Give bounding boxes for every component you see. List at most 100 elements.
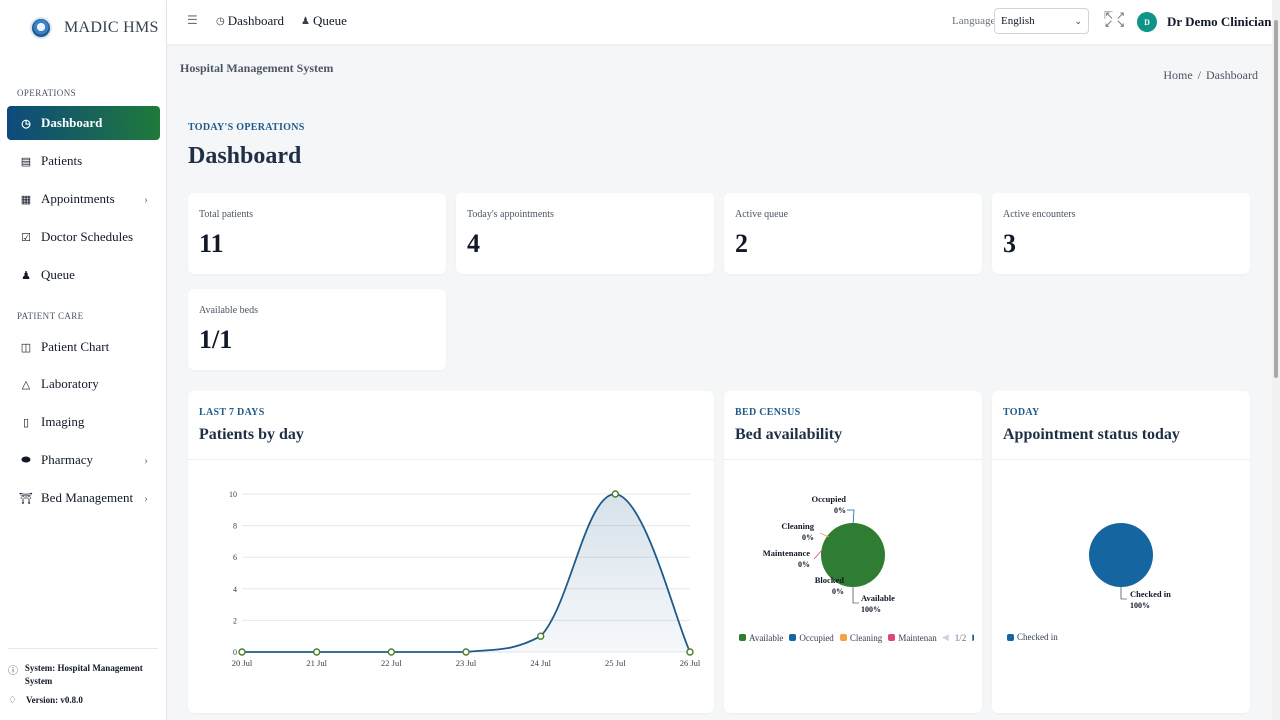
pill-icon: ⬬ <box>21 453 31 466</box>
scrollbar-thumb[interactable] <box>1274 20 1278 378</box>
pie-callout-line <box>852 587 859 604</box>
pie-label: Occupied <box>812 494 847 504</box>
topbar-link-queue[interactable]: ♟ Queue <box>301 13 347 29</box>
flask-icon: △ <box>21 378 31 391</box>
users-icon: ♟ <box>21 269 31 282</box>
sidebar-item-imaging[interactable]: ▯ Imaging <box>7 405 160 439</box>
data-point <box>312 648 321 656</box>
topbar-link-label: Queue <box>312 13 347 28</box>
language-label: Language <box>952 15 996 27</box>
panel-divider <box>724 459 982 460</box>
topbar-link-dashboard[interactable]: ◷ Dashboard <box>216 13 284 29</box>
data-point <box>387 648 396 656</box>
panel-bed-availability: BED CENSUS Bed availability Occupied 0% Cl… <box>724 391 982 713</box>
panel-kicker: TODAY <box>1003 407 1040 418</box>
brand[interactable]: MADIC HMS <box>0 0 166 56</box>
sidebar-item-patient-chart[interactable]: ◫ Patient Chart <box>7 330 160 364</box>
breadcrumb-current: Dashboard <box>1206 68 1258 82</box>
menu-toggle-icon[interactable]: ☰ <box>187 13 198 27</box>
legend-item-cleaning[interactable]: Cleaning <box>839 633 882 643</box>
sidebar-item-label: Bed Management <box>41 490 134 505</box>
section-title: Hospital Management System <box>180 61 334 75</box>
stat-label: Total patients <box>199 209 254 220</box>
sidebar-item-label: Pharmacy <box>41 452 93 467</box>
appointment-legend: Checked in <box>1007 632 1064 642</box>
data-point <box>686 648 694 656</box>
topbar: ☰ ◷ Dashboard ♟ Queue Language English ⌄… <box>167 0 1272 44</box>
file-icon: ▯ <box>22 416 30 429</box>
pie-percent: 0% <box>832 587 844 596</box>
language-select[interactable]: English ⌄ <box>994 8 1089 34</box>
sidebar-footer-version: ♢ Version: v0.8.0 <box>8 695 83 706</box>
pie-slice-checked-in <box>1089 523 1153 587</box>
panel-divider <box>992 459 1250 460</box>
sidebar: MADIC HMS OPERATIONS ◷ Dashboard ▤ Patie… <box>0 0 167 720</box>
stat-label: Available beds <box>199 305 258 316</box>
pie-percent: 100% <box>861 605 881 614</box>
stat-label: Today's appointments <box>467 209 554 220</box>
version-label: Version: v0.8.0 <box>26 695 83 705</box>
sidebar-item-label: Appointments <box>41 191 115 206</box>
panel-appointment-status: TODAY Appointment status today Checked i… <box>992 391 1250 713</box>
sidebar-item-label: Doctor Schedules <box>41 229 134 244</box>
pie-percent: 100% <box>1130 601 1150 610</box>
breadcrumb-home[interactable]: Home <box>1163 68 1193 82</box>
legend-item-checked-in[interactable]: Checked in <box>1007 632 1058 642</box>
sidebar-item-bed-management[interactable]: ⛩ Bed Management › <box>7 481 160 515</box>
sidebar-item-pharmacy[interactable]: ⬬ Pharmacy › <box>7 443 160 477</box>
legend-item-maintenance[interactable]: Maintenan <box>888 633 937 643</box>
legend-prev-icon[interactable]: ◀ <box>941 632 949 642</box>
pie-label: Checked in <box>1130 589 1171 599</box>
avatar[interactable]: D <box>1137 12 1157 32</box>
sidebar-divider <box>8 648 158 649</box>
sidebar-item-queue[interactable]: ♟ Queue <box>7 258 160 292</box>
sidebar-item-label: Imaging <box>41 414 85 429</box>
user-name[interactable]: Dr Demo Clinician <box>1167 14 1272 29</box>
nav-section-patient-care: PATIENT CARE <box>17 311 84 321</box>
page-title: Dashboard <box>188 143 302 169</box>
fullscreen-icon[interactable]: ⇱ ↗ ↙ ↘ <box>1104 10 1126 30</box>
y-tick-label: 4 <box>233 585 237 594</box>
x-tick-label: 24 Jul <box>530 658 551 668</box>
sidebar-item-label: Laboratory <box>41 376 99 391</box>
brand-name: MADIC HMS <box>64 19 159 36</box>
panel-title: Appointment status today <box>1003 426 1180 443</box>
y-tick-label: 8 <box>233 522 237 531</box>
x-tick-label: 23 Jul <box>456 658 477 668</box>
stat-value: 2 <box>735 229 748 258</box>
sidebar-item-doctor-schedules[interactable]: ☑ Doctor Schedules <box>7 220 160 254</box>
x-tick-label: 20 Jul <box>232 658 253 668</box>
gauge-icon: ◷ <box>21 117 31 130</box>
clipboard-icon: ◫ <box>20 341 32 354</box>
legend-next-icon[interactable]: ▶ <box>972 632 974 643</box>
data-point <box>611 490 620 498</box>
sidebar-item-patients[interactable]: ▤ Patients <box>7 144 160 178</box>
stat-card-total-patients: Total patients 11 <box>188 193 446 274</box>
x-tick-label: 21 Jul <box>306 658 327 668</box>
info-icon: ⓘ <box>8 666 18 677</box>
sidebar-item-dashboard[interactable]: ◷ Dashboard <box>7 106 160 140</box>
chevron-right-icon: › <box>144 452 148 467</box>
stat-value: 1/1 <box>199 325 233 354</box>
stat-card-active-queue: Active queue 2 <box>724 193 982 274</box>
stat-card-todays-appointments: Today's appointments 4 <box>456 193 714 274</box>
chevron-down-icon: ⌄ <box>1074 15 1082 26</box>
hospital-icon: ⛩ <box>19 492 33 505</box>
calendar-icon: ▦ <box>20 193 32 206</box>
sidebar-item-label: Queue <box>41 267 75 282</box>
sidebar-item-label: Patients <box>41 153 83 168</box>
legend-item-occupied[interactable]: Occupied <box>789 633 834 643</box>
sidebar-item-appointments[interactable]: ▦ Appointments › <box>7 182 160 216</box>
stat-label: Active queue <box>735 209 789 220</box>
pie-callout-line <box>819 532 830 538</box>
stat-value: 11 <box>199 229 224 258</box>
y-tick-label: 0 <box>233 648 237 657</box>
y-tick-label: 10 <box>229 490 237 499</box>
pie-callout-line <box>1120 587 1127 600</box>
legend-item-available[interactable]: Available <box>739 633 783 643</box>
sidebar-item-label: Patient Chart <box>41 339 110 354</box>
x-tick-label: 26 Jul <box>680 658 701 668</box>
page-kicker: TODAY'S OPERATIONS <box>188 122 305 133</box>
bed-pie-chart: Occupied 0% Cleaning 0% Maintenance 0% Blocked… <box>763 494 895 614</box>
sidebar-item-laboratory[interactable]: △ Laboratory <box>7 367 160 401</box>
